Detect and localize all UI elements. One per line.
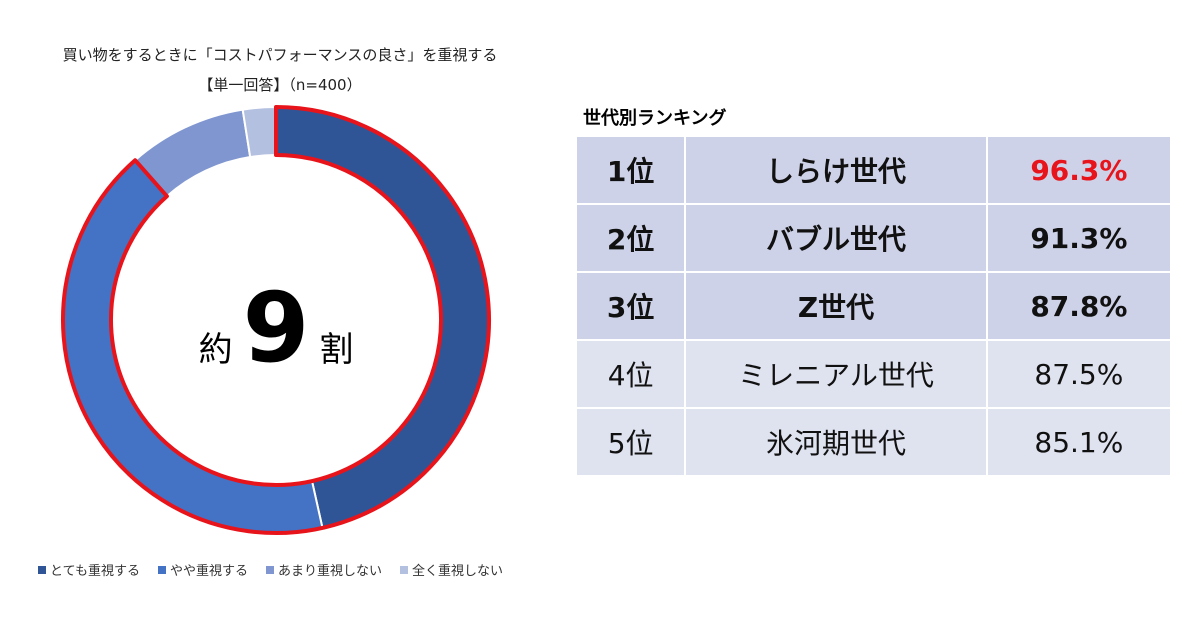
generation-cell: 氷河期世代 [684, 407, 988, 477]
donut-chart [61, 105, 491, 535]
value-cell: 91.3% [985, 203, 1173, 273]
legend-swatch-0 [38, 565, 46, 574]
legend-label: とても重視する [50, 564, 140, 579]
rank-cell: 3位 [574, 271, 687, 341]
rank-cell: 2位 [574, 203, 687, 273]
highlight-outline [61, 105, 491, 535]
legend-item: とても重視する [38, 560, 140, 579]
rank-cell: 5位 [574, 407, 687, 477]
ranking-table: 1位 しらけ世代 96.3% 2位 バブル世代 91.3% 3位 Z世代 87.… [574, 135, 1173, 477]
table-row: 1位 しらけ世代 96.3% [574, 135, 1173, 205]
legend-item: あまり重視しない [265, 560, 382, 579]
legend-label: あまり重視しない [277, 564, 382, 579]
center-prefix: 約 [198, 330, 233, 370]
value-cell: 85.1% [985, 407, 1173, 477]
table-row: 2位 バブル世代 91.3% [574, 203, 1173, 273]
generation-cell: バブル世代 [684, 203, 988, 273]
rank-cell: 1位 [574, 135, 687, 205]
legend: とても重視する やや重視する あまり重視しない 全く重視しない [38, 560, 503, 579]
table-row: 5位 氷河期世代 85.1% [574, 407, 1173, 477]
value-cell: 96.3% [985, 135, 1173, 205]
legend-item: 全く重視しない [400, 560, 503, 579]
legend-item: やや重視する [157, 560, 248, 579]
center-label: 約 9 割 [62, 280, 490, 400]
legend-swatch-3 [400, 565, 408, 574]
legend-swatch-1 [157, 565, 166, 574]
rank-cell: 4位 [574, 339, 687, 409]
center-number: 9 [242, 272, 310, 384]
center-suffix: 割 [319, 330, 354, 370]
legend-swatch-2 [265, 565, 274, 574]
ranking-title: 世代別ランキング [583, 108, 727, 129]
value-cell: 87.8% [985, 271, 1173, 341]
generation-cell: ミレニアル世代 [684, 339, 988, 409]
table-row: 3位 Z世代 87.8% [574, 271, 1173, 341]
table-row: 4位 ミレニアル世代 87.5% [574, 339, 1173, 409]
legend-label: やや重視する [169, 564, 248, 579]
generation-cell: Z世代 [684, 271, 988, 341]
chart-subtitle: 【単一回答】（n=400） [198, 76, 362, 94]
value-cell: 87.5% [985, 339, 1173, 409]
chart-title: 買い物をするときに「コストパフォーマンスの良さ」を重視する [62, 46, 498, 64]
legend-label: 全く重視しない [412, 564, 504, 579]
generation-cell: しらけ世代 [684, 135, 988, 205]
